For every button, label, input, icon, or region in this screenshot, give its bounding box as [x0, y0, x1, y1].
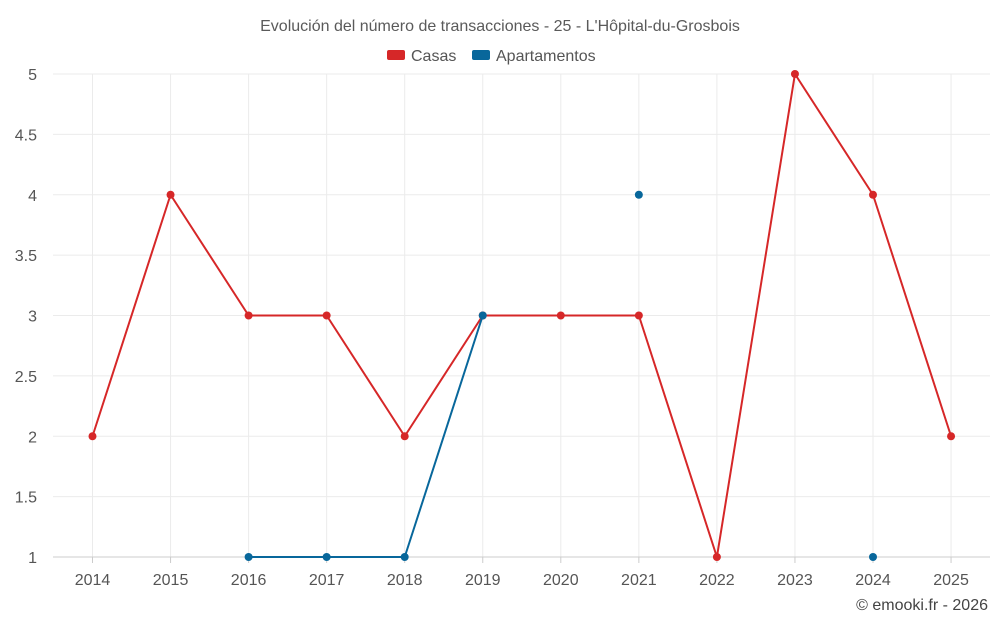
data-point[interactable] [244, 311, 253, 320]
x-tick-label: 2017 [309, 572, 345, 589]
data-point[interactable] [790, 70, 799, 78]
data-point[interactable] [634, 311, 643, 320]
x-tick-label: 2025 [933, 572, 969, 589]
y-tick-label: 3.5 [15, 248, 37, 265]
legend-label: Casas [411, 48, 456, 65]
y-tick-label: 5 [28, 67, 37, 84]
series-casas [88, 70, 956, 561]
x-tick-label: 2015 [153, 572, 189, 589]
data-point[interactable] [869, 553, 877, 561]
legend-item-apartamentos[interactable]: Apartamentos [472, 48, 596, 65]
data-point[interactable] [88, 432, 97, 441]
legend-swatch [472, 50, 490, 60]
y-tick-label: 3 [28, 309, 37, 326]
axes: 1 1.5 2 2.5 3 3.5 4 4.5 5 2014 2015 2016 2017 2018 201… [15, 67, 990, 589]
data-point[interactable] [322, 311, 331, 320]
x-tick-label: 2016 [231, 572, 267, 589]
y-tick-label: 2.5 [15, 369, 37, 386]
data-point[interactable] [869, 190, 877, 199]
y-tick-label: 1.5 [15, 490, 37, 507]
x-tick-label: 2018 [387, 572, 423, 589]
data-point[interactable] [947, 432, 956, 441]
y-tick-label: 1 [28, 550, 37, 567]
x-tick-label: 2021 [621, 572, 657, 589]
legend: Casas Apartamentos [387, 48, 596, 65]
legend-swatch [387, 50, 405, 60]
y-tick-label: 2 [28, 429, 37, 446]
data-point[interactable] [322, 553, 331, 561]
data-point[interactable] [634, 190, 643, 199]
data-point[interactable] [400, 553, 409, 561]
data-point[interactable] [400, 432, 409, 441]
data-point[interactable] [166, 190, 175, 199]
credit-text: © emooki.fr - 2026 [856, 597, 988, 614]
data-point[interactable] [712, 553, 721, 561]
x-tick-label: 2022 [699, 572, 735, 589]
legend-item-casas[interactable]: Casas [387, 48, 456, 65]
data-point[interactable] [556, 311, 565, 320]
y-tick-label: 4 [28, 188, 37, 205]
legend-label: Apartamentos [496, 48, 596, 65]
series-line [91, 73, 953, 558]
x-tick-label: 2020 [543, 572, 579, 589]
data-point[interactable] [478, 311, 487, 320]
series-line [248, 315, 484, 558]
x-tick-label: 2023 [777, 572, 813, 589]
series-layer [88, 70, 956, 561]
chart-title: Evolución del número de transacciones - … [260, 18, 740, 35]
x-tick-label: 2019 [465, 572, 501, 589]
series-apartamentos [244, 190, 877, 561]
y-tick-label: 4.5 [15, 127, 37, 144]
x-tick-label: 2024 [855, 572, 891, 589]
x-tick-label: 2014 [75, 572, 111, 589]
data-point[interactable] [244, 553, 253, 561]
